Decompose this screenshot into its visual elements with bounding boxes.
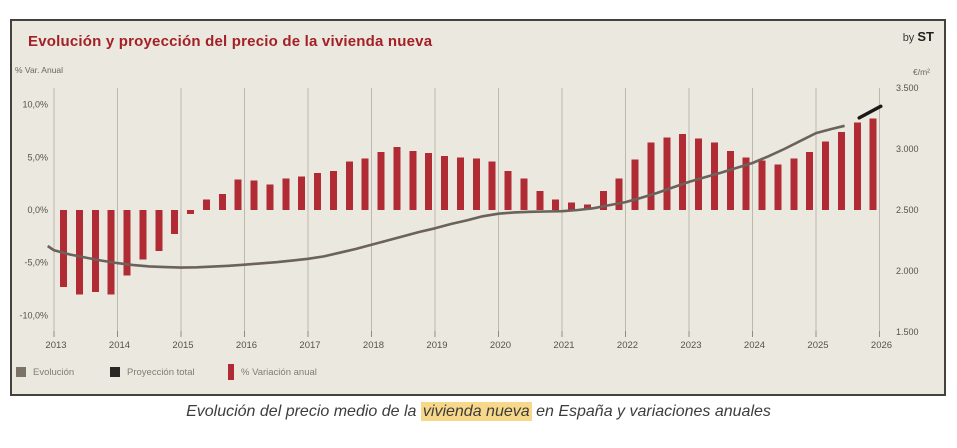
left-axis-unit-label: % Var. Anual	[15, 65, 64, 75]
svg-text:2021: 2021	[553, 340, 574, 351]
chart-canvas: 2013 2014 2015 2016 2017 2018 2019 2020 2021 2022…	[19, 83, 919, 351]
legend: Evolución Proyección total % Variación a…	[16, 362, 616, 382]
legend-label: Proyección total	[127, 366, 195, 378]
legend-label: Evolución	[33, 366, 75, 378]
svg-text:2013: 2013	[45, 340, 66, 351]
svg-text:2024: 2024	[744, 340, 765, 351]
svg-text:2017: 2017	[299, 340, 320, 351]
svg-text:3.500: 3.500	[896, 83, 919, 93]
svg-text:10,0%: 10,0%	[22, 100, 48, 110]
chart-panel: 2013 2014 2015 2016 2017 2018 2019 2020 2021 2022…	[10, 19, 946, 396]
svg-text:2019: 2019	[426, 340, 447, 351]
svg-text:2.500: 2.500	[896, 205, 919, 215]
svg-text:3.000: 3.000	[896, 144, 919, 154]
caption-highlight: vivienda nueva	[420, 402, 532, 421]
proyeccion-swatch-icon	[110, 367, 120, 377]
caption-post: en España y variaciones anuales	[531, 403, 771, 420]
svg-text:2016: 2016	[236, 340, 257, 351]
svg-text:-5,0%: -5,0%	[24, 258, 48, 268]
right-axis-unit-label: €/m²	[913, 67, 930, 77]
legend-item-evolucion: Evolución	[16, 362, 74, 382]
caption-pre: Evolución del precio medio de la	[186, 403, 421, 420]
svg-text:2.000: 2.000	[896, 266, 919, 276]
evolucion-swatch-icon	[16, 367, 26, 377]
svg-text:5,0%: 5,0%	[27, 152, 48, 162]
chart-title: Evolución y proyección del precio de la …	[28, 33, 433, 50]
svg-text:2015: 2015	[172, 340, 193, 351]
svg-text:0,0%: 0,0%	[27, 205, 48, 215]
svg-text:-10,0%: -10,0%	[19, 310, 48, 320]
byline-brand: ST	[917, 29, 934, 44]
svg-text:2020: 2020	[490, 340, 511, 351]
svg-text:2018: 2018	[363, 340, 384, 351]
legend-label: % Variación anual	[241, 366, 317, 378]
svg-text:2025: 2025	[807, 340, 828, 351]
svg-text:2014: 2014	[109, 340, 130, 351]
byline: by ST	[903, 29, 934, 44]
svg-text:2026: 2026	[871, 340, 892, 351]
legend-item-variacion: % Variación anual	[228, 362, 317, 382]
figure-caption: Evolución del precio medio de la viviend…	[0, 402, 957, 421]
variacion-swatch-icon	[228, 364, 234, 380]
legend-item-proyeccion: Proyección total	[110, 362, 195, 382]
svg-text:2023: 2023	[680, 340, 701, 351]
svg-text:2022: 2022	[617, 340, 638, 351]
byline-prefix: by	[902, 32, 915, 44]
svg-text:1.500: 1.500	[896, 327, 919, 337]
